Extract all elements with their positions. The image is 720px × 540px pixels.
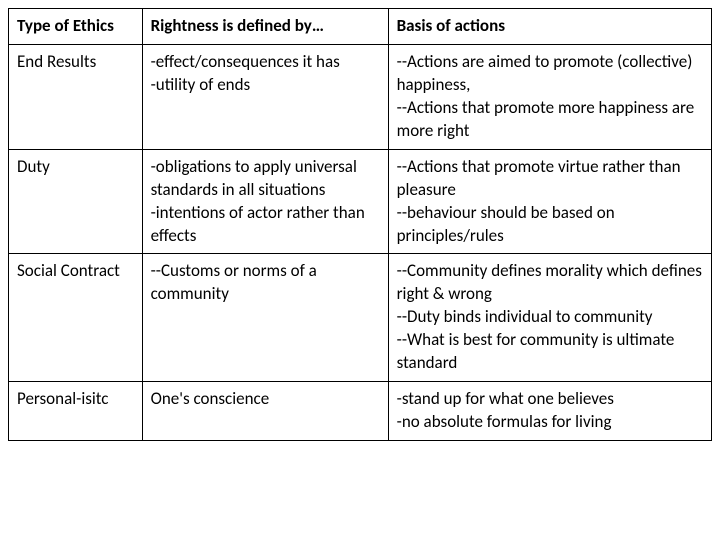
cell-basis: --Actions are aimed to promote (collecti…: [388, 44, 711, 149]
cell-basis: --Community defines morality which defin…: [388, 254, 711, 382]
table-row: Duty -obligations to apply universal sta…: [9, 149, 712, 254]
header-rightness: Rightness is defined by…: [142, 9, 388, 45]
table-row: Personal-isitc One's conscience -stand u…: [9, 382, 712, 441]
cell-type: End Results: [9, 44, 143, 149]
cell-basis: --Actions that promote virtue rather tha…: [388, 149, 711, 254]
cell-type: Personal-isitc: [9, 382, 143, 441]
ethics-table: Type of Ethics Rightness is defined by… …: [8, 8, 712, 441]
cell-type: Duty: [9, 149, 143, 254]
header-basis: Basis of actions: [388, 9, 711, 45]
header-type: Type of Ethics: [9, 9, 143, 45]
cell-type: Social Contract: [9, 254, 143, 382]
cell-rightness: -effect/consequences it has-utility of e…: [142, 44, 388, 149]
table-row: Social Contract --Customs or norms of a …: [9, 254, 712, 382]
cell-rightness: One's conscience: [142, 382, 388, 441]
table-row: End Results -effect/consequences it has-…: [9, 44, 712, 149]
cell-basis: -stand up for what one believes-no absol…: [388, 382, 711, 441]
cell-rightness: --Customs or norms of a community: [142, 254, 388, 382]
table-header-row: Type of Ethics Rightness is defined by… …: [9, 9, 712, 45]
cell-rightness: -obligations to apply universal standard…: [142, 149, 388, 254]
